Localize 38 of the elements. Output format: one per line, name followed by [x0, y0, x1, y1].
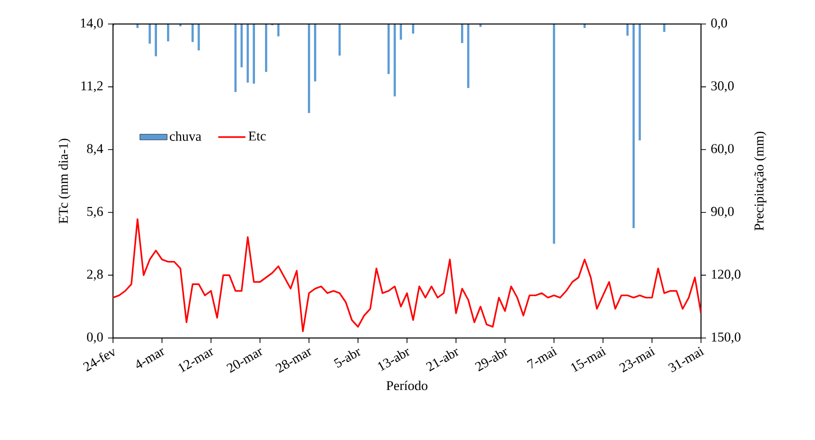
bar	[240, 24, 243, 68]
bar	[638, 24, 641, 140]
y2-tick-label: 60,0	[711, 144, 734, 156]
bar	[265, 24, 268, 72]
bar	[308, 24, 310, 113]
bar	[246, 24, 249, 83]
y2-tick-label: 120,0	[712, 270, 740, 281]
x-tick-label: 4-mar	[136, 348, 165, 368]
bar	[632, 24, 635, 228]
y2-tick-label: 150,0	[712, 332, 740, 344]
y-tick-label: 14,0	[80, 18, 103, 30]
y2-tick-label: 0,0	[711, 18, 727, 30]
y2-tick-label: 90,0	[711, 206, 734, 218]
bar	[552, 24, 556, 244]
x-tick-label: 13-abr	[378, 348, 410, 372]
bar	[467, 24, 470, 88]
bar	[388, 24, 390, 74]
x-tick-label: 24-fev	[82, 348, 114, 372]
x-axis-title: Período	[386, 380, 428, 390]
bar	[314, 24, 316, 82]
x-tick-label: 5-abr	[334, 348, 361, 368]
y2-tick-label: 30,0	[711, 81, 734, 92]
x-tick-label: 7-mai	[526, 346, 558, 369]
bar	[198, 24, 200, 50]
y-tick-label: 8,4	[87, 144, 104, 156]
y-axis-title: ETc (mm dia-1)	[58, 138, 71, 224]
bar	[394, 24, 396, 96]
y-tick-label: 2,8	[87, 270, 103, 281]
bar	[234, 24, 237, 92]
legend-label: Etc	[248, 132, 266, 141]
bar	[663, 24, 666, 32]
y2-axis-title: Precipitação (mm)	[754, 132, 766, 230]
bar	[252, 24, 255, 84]
y-tick-label: 0,0	[87, 332, 103, 344]
legend-label: chuva	[170, 131, 202, 141]
y-tick-label: 5,6	[87, 206, 103, 218]
bar	[148, 24, 151, 44]
y-tick-label: 11,2	[81, 81, 103, 92]
